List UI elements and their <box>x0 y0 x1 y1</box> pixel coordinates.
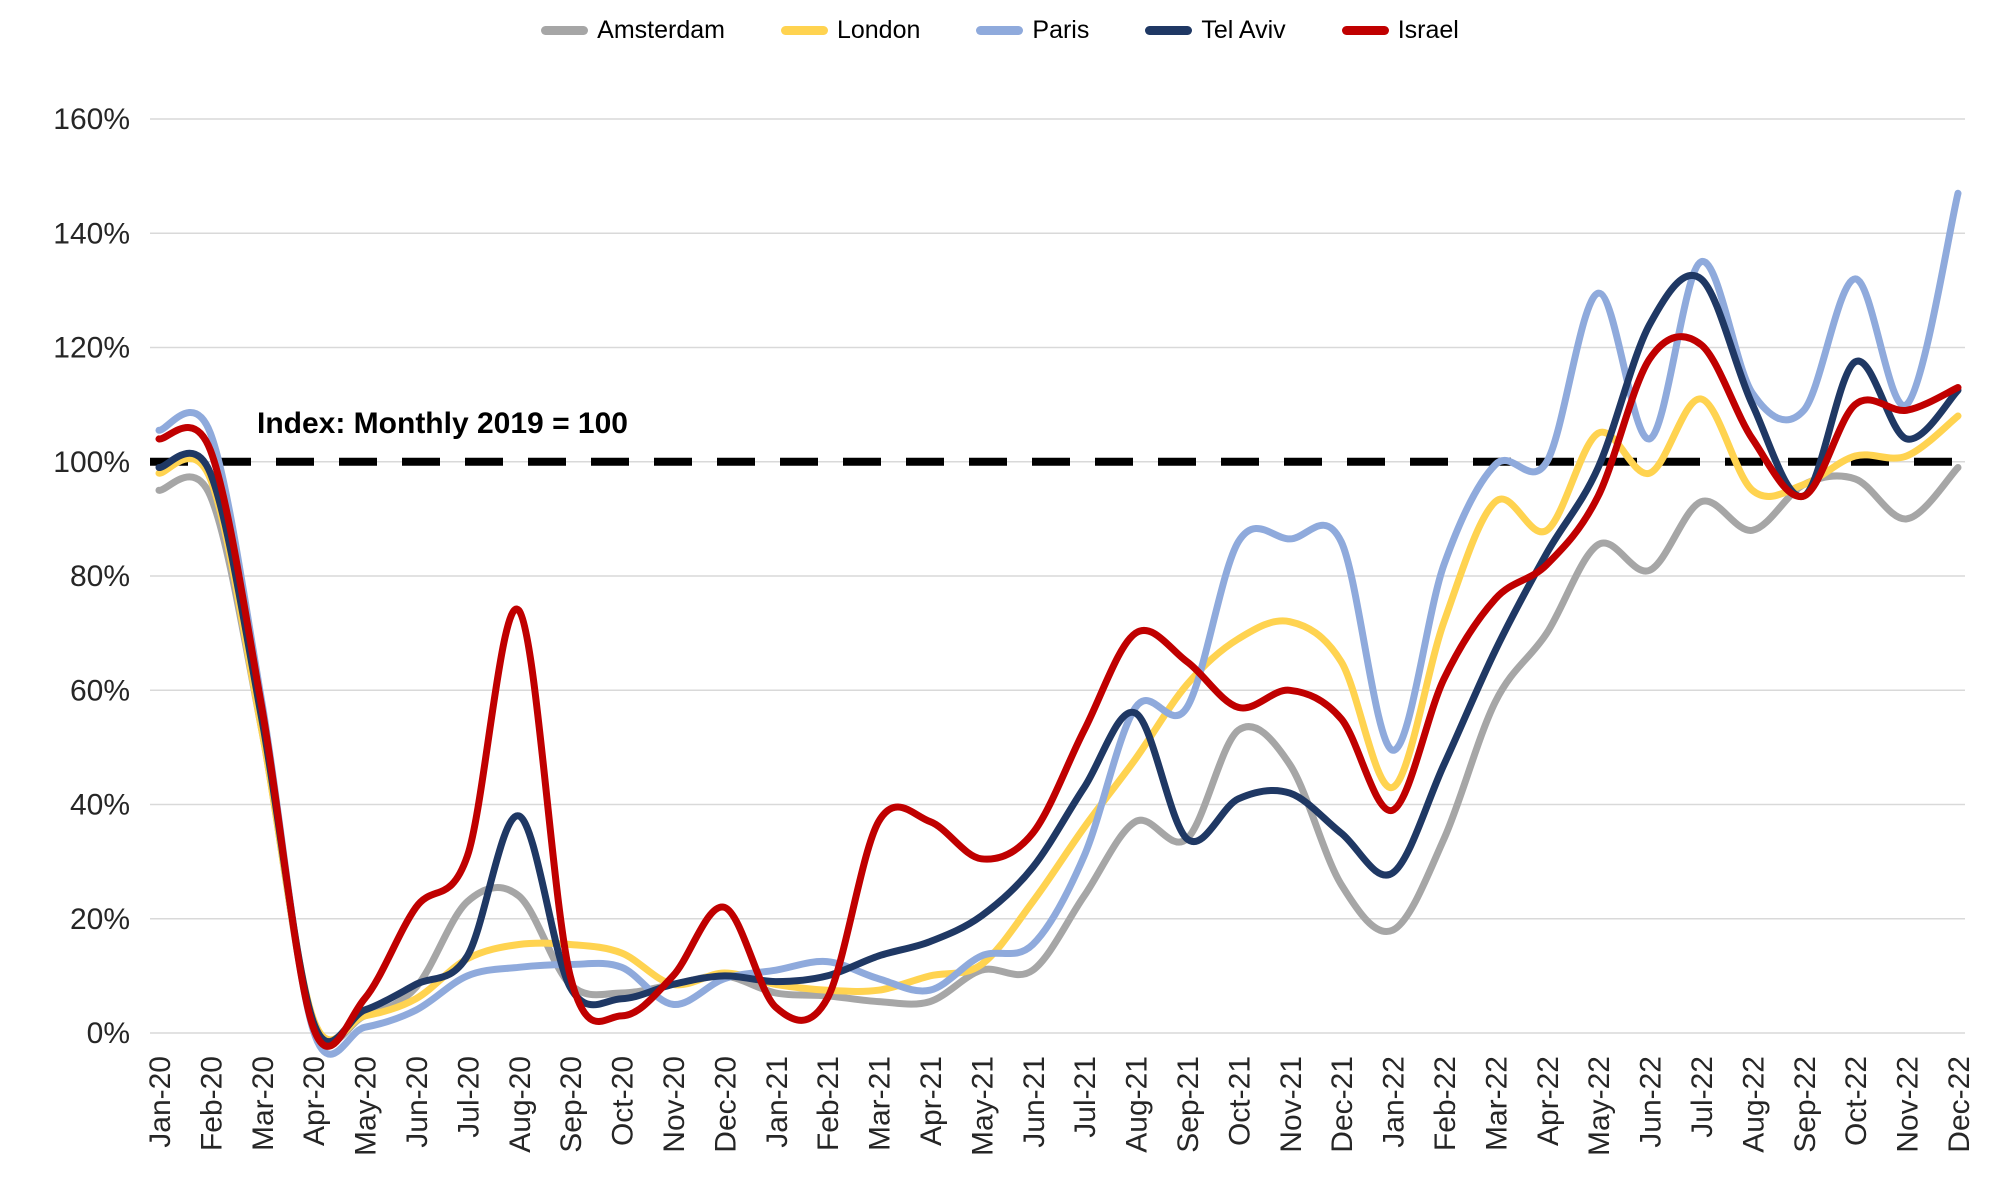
series-lines <box>155 189 1962 1058</box>
legend-item-tel-aviv: Tel Aviv <box>1145 16 1286 45</box>
x-axis-tick: Nov-22 <box>1892 1056 1925 1153</box>
x-axis-tick: Mar-21 <box>864 1056 897 1151</box>
y-axis-tick: 80% <box>70 560 130 593</box>
x-axis-tick: Dec-20 <box>709 1056 742 1153</box>
legend-swatch-icon <box>1341 26 1389 35</box>
x-axis-tick: Oct-21 <box>1223 1056 1256 1146</box>
y-axis-tick: 140% <box>53 217 130 250</box>
x-axis-tick: Aug-21 <box>1121 1056 1154 1153</box>
y-axis-labels: 0% 20% 40% 60% 80% 100% 120% 140% 160% <box>53 103 130 1050</box>
x-axis-tick: Jun-20 <box>401 1056 434 1148</box>
x-axis-tick: Oct-22 <box>1840 1056 1873 1146</box>
y-axis-tick: 120% <box>53 332 130 365</box>
gridlines <box>150 118 1965 1034</box>
x-axis-tick: Mar-20 <box>247 1056 280 1151</box>
x-axis-tick: Jun-22 <box>1635 1056 1668 1148</box>
x-axis-tick: Jun-21 <box>1018 1056 1051 1148</box>
x-axis-tick: Nov-21 <box>1275 1056 1308 1153</box>
x-axis-tick: Feb-21 <box>812 1056 845 1151</box>
y-axis-tick: 0% <box>87 1017 130 1050</box>
x-axis-tick: Aug-22 <box>1737 1056 1770 1153</box>
x-axis-tick: Sep-22 <box>1789 1056 1822 1153</box>
chart-annotation: Index: Monthly 2019 = 100 <box>257 407 628 440</box>
x-axis-tick: Apr-21 <box>915 1056 948 1146</box>
x-axis-tick: Jan-20 <box>144 1056 177 1148</box>
chart-legend: Amsterdam London Paris Tel Aviv Israel <box>0 16 2000 45</box>
y-axis-tick: 40% <box>70 789 130 822</box>
x-axis-tick: Jan-22 <box>1378 1056 1411 1148</box>
y-axis-tick: 160% <box>53 103 130 136</box>
series-line-amsterdam <box>155 464 1962 1046</box>
series-line-israel <box>155 333 1962 1050</box>
x-axis-tick: Nov-20 <box>658 1056 691 1153</box>
legend-swatch-icon <box>976 26 1024 35</box>
x-axis-tick: Mar-22 <box>1480 1056 1513 1151</box>
legend-label: Paris <box>1032 16 1090 44</box>
legend-label: London <box>836 16 921 44</box>
series-line-tel-aviv <box>155 272 1962 1046</box>
legend-label: Tel Aviv <box>1201 16 1286 44</box>
legend-item-israel: Israel <box>1341 16 1459 45</box>
x-axis-tick: Oct-20 <box>607 1056 640 1146</box>
x-axis-tick: Dec-21 <box>1326 1056 1359 1153</box>
x-axis-tick: Sep-21 <box>1172 1056 1205 1153</box>
x-axis-tick: Feb-20 <box>195 1056 228 1151</box>
legend-item-london: London <box>780 16 921 45</box>
legend-label: Israel <box>1397 16 1459 44</box>
legend-label: Amsterdam <box>597 16 725 44</box>
legend-swatch-icon <box>780 26 828 35</box>
x-axis-tick: Apr-20 <box>298 1056 331 1146</box>
x-axis-tick: Jul-22 <box>1686 1056 1719 1138</box>
x-axis-tick: May-21 <box>966 1056 999 1156</box>
x-axis-tick: Feb-22 <box>1429 1056 1462 1151</box>
x-axis-tick: Jul-21 <box>1069 1056 1102 1138</box>
x-axis-tick: Aug-20 <box>504 1056 537 1153</box>
legend-swatch-icon <box>541 26 589 35</box>
legend-swatch-icon <box>1145 26 1193 35</box>
x-axis-tick: Jul-20 <box>452 1056 485 1138</box>
x-axis-labels: Jan-20 Feb-20 Mar-20 Apr-20 May-20 Jun-20 Jul-… <box>144 1056 1976 1156</box>
x-axis-tick: Jan-21 <box>761 1056 794 1148</box>
x-axis-tick: May-22 <box>1583 1056 1616 1156</box>
x-axis-tick: Dec-22 <box>1943 1056 1976 1153</box>
x-axis-tick: Sep-20 <box>555 1056 588 1153</box>
legend-item-amsterdam: Amsterdam <box>541 16 725 45</box>
y-axis-tick: 60% <box>70 674 130 707</box>
x-axis-tick: Apr-22 <box>1532 1056 1565 1146</box>
y-axis-tick: 20% <box>70 903 130 936</box>
series-line-paris <box>155 189 1962 1058</box>
legend-item-paris: Paris <box>976 16 1089 45</box>
y-axis-tick: 100% <box>53 446 130 479</box>
series-line-london <box>155 395 1962 1044</box>
x-axis-tick: May-20 <box>350 1056 383 1156</box>
